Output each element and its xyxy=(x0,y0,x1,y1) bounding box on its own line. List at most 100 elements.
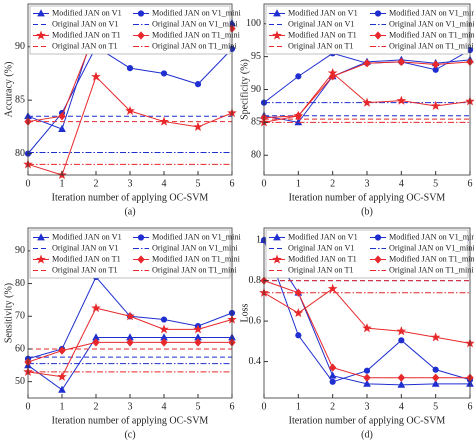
legend-box xyxy=(29,5,231,55)
marker xyxy=(397,380,406,388)
y-tick-label: 90 xyxy=(15,41,25,52)
marker xyxy=(397,57,406,67)
marker xyxy=(431,379,440,387)
marker xyxy=(432,366,439,373)
y-tick-label: 90 xyxy=(15,245,25,256)
y-tick-label: 80 xyxy=(15,148,25,159)
x-tick-label: 0 xyxy=(26,401,31,412)
legend-label: Original JAN on T1_mini xyxy=(389,41,474,50)
marker xyxy=(160,338,168,347)
marker xyxy=(91,71,101,81)
x-tick-label: 4 xyxy=(399,401,404,412)
legend-marker xyxy=(272,254,282,264)
series-line xyxy=(263,59,471,123)
legend-marker xyxy=(36,30,46,40)
marker xyxy=(58,385,66,393)
y-tick-label: 1 xyxy=(256,234,261,245)
y-axis-label: Accuracy (%) xyxy=(3,62,14,118)
legend-marker xyxy=(273,233,281,241)
legend-marker xyxy=(137,234,145,241)
marker xyxy=(194,81,202,88)
x-tick-label: 4 xyxy=(399,178,404,189)
legend-label: Modified JAN on V1 xyxy=(288,8,358,17)
y-tick-label: 0.8 xyxy=(249,275,262,286)
y-axis-label: Loss xyxy=(239,303,250,322)
x-tick-label: 5 xyxy=(433,178,438,189)
marker xyxy=(430,100,441,111)
marker xyxy=(431,373,440,382)
legend-label: Modified JAN on T1_mini xyxy=(389,254,474,263)
legend-label: Modified JAN on V1_mini xyxy=(152,232,242,241)
legend-marker xyxy=(137,31,145,40)
series-line xyxy=(263,288,471,344)
y-tick-label: 90 xyxy=(251,84,261,95)
marker xyxy=(293,307,304,318)
x-tick-label: 1 xyxy=(60,178,65,189)
marker xyxy=(363,379,371,387)
legend-label: Original JAN on V1 xyxy=(288,243,354,252)
y-tick-label: 85 xyxy=(251,117,261,128)
y-tick-label: 60 xyxy=(15,343,25,354)
marker xyxy=(160,70,168,77)
legend-marker xyxy=(374,10,382,17)
x-tick-label: 3 xyxy=(365,401,370,412)
legend-label: Original JAN on V1 xyxy=(52,243,118,252)
x-axis-label: Iteration number of applying OC-SVM xyxy=(289,415,446,426)
legend-label: Original JAN on T1 xyxy=(288,41,354,50)
x-tick-label: 2 xyxy=(330,401,335,412)
x-tick-label: 3 xyxy=(128,401,133,412)
legend-label: Modified JAN on T1_mini xyxy=(152,30,241,39)
x-tick-label: 2 xyxy=(94,178,99,189)
legend-box xyxy=(29,229,231,279)
legend-box xyxy=(265,229,469,279)
x-tick-label: 4 xyxy=(162,401,167,412)
marker xyxy=(295,73,302,80)
legend-marker xyxy=(37,233,45,241)
x-axis-label: Iteration number of applying OC-SVM xyxy=(52,192,209,203)
legend-label: Modified JAN on V1 xyxy=(52,8,122,17)
y-tick-label: 0.6 xyxy=(249,315,262,326)
legend-label: Modified JAN on V1_mini xyxy=(389,232,474,241)
marker xyxy=(193,121,203,131)
marker xyxy=(328,72,337,81)
y-tick-label: 85 xyxy=(15,94,25,105)
y-tick-label: 70 xyxy=(15,311,25,322)
marker xyxy=(398,337,405,344)
legend-label: Original JAN on V1_mini xyxy=(152,243,238,252)
marker xyxy=(91,303,101,313)
x-tick-label: 6 xyxy=(230,401,235,412)
y-tick-label: 95 xyxy=(251,51,261,62)
marker xyxy=(125,105,135,115)
marker xyxy=(126,65,134,72)
marker xyxy=(362,97,372,107)
x-tick-label: 5 xyxy=(196,178,201,189)
x-tick-label: 2 xyxy=(330,178,335,189)
x-axis-label: Iteration number of applying OC-SVM xyxy=(289,192,446,203)
x-tick-label: 2 xyxy=(94,401,99,412)
x-tick-label: 3 xyxy=(128,178,133,189)
legend-marker xyxy=(273,9,281,17)
legend-label: Original JAN on T1 xyxy=(288,265,354,274)
marker xyxy=(362,323,372,333)
x-tick-label: 6 xyxy=(468,178,473,189)
marker xyxy=(329,378,336,385)
legend-label: Modified JAN on V1_mini xyxy=(152,8,242,17)
x-tick-label: 4 xyxy=(162,178,167,189)
legend-label: Original JAN on T1 xyxy=(52,41,118,50)
marker xyxy=(194,338,202,347)
marker xyxy=(126,338,134,347)
legend-label: Original JAN on V1_mini xyxy=(152,19,238,28)
legend-marker xyxy=(37,9,45,17)
caption: (b) xyxy=(361,206,373,217)
legend-label: Original JAN on T1 xyxy=(52,265,118,274)
x-tick-label: 5 xyxy=(196,401,201,412)
caption: (d) xyxy=(361,429,373,440)
legend-label: Original JAN on V1 xyxy=(288,19,354,28)
marker xyxy=(160,316,168,323)
x-tick-label: 1 xyxy=(296,401,301,412)
legend-marker xyxy=(374,234,382,241)
legend-label: Modified JAN on T1 xyxy=(52,30,121,39)
x-tick-label: 0 xyxy=(262,178,267,189)
marker xyxy=(363,59,371,68)
